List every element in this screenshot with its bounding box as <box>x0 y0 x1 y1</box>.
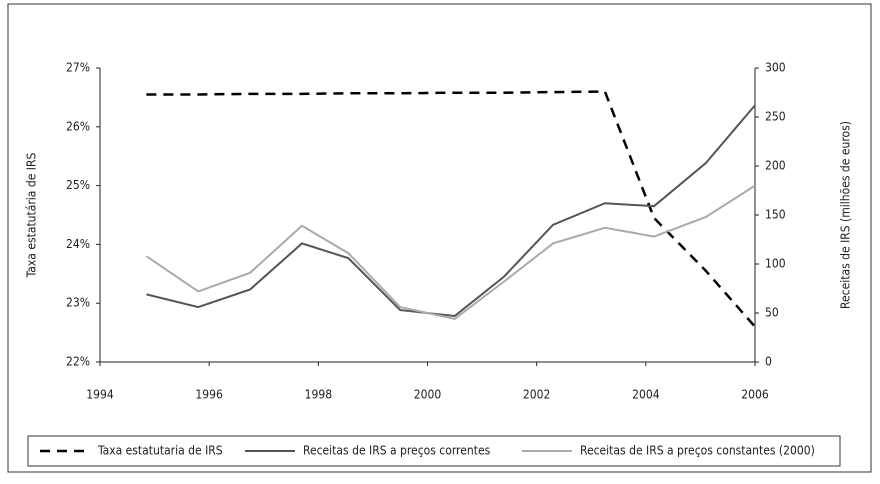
x-tick-label: 2002 <box>523 388 550 402</box>
y2-tick-label: 100 <box>765 257 786 271</box>
y2-tick-label: 250 <box>765 110 786 124</box>
y-tick-label: 27% <box>66 61 90 75</box>
x-tick-label: 2004 <box>632 388 660 402</box>
y-tick-label: 23% <box>66 296 90 310</box>
y2-tick-label: 150 <box>765 208 786 222</box>
x-tick-label: 2000 <box>414 388 442 402</box>
y2-tick-label: 0 <box>765 355 772 369</box>
y-tick-label: 24% <box>66 237 90 251</box>
x-tick-label: 1996 <box>195 388 223 402</box>
series-line <box>146 90 756 328</box>
legend-label: Receitas de IRS a preços constantes (200… <box>580 444 815 458</box>
y-tick-label: 26% <box>66 119 90 133</box>
y2-tick-label: 300 <box>765 61 786 75</box>
x-tick-label: 1994 <box>86 388 114 402</box>
legend-label: Taxa estatutaria de IRS <box>97 444 223 458</box>
legend-label: Receitas de IRS a preços correntes <box>303 444 491 458</box>
y2-axis-label: Receitas de IRS (milhões de euros) <box>839 121 853 309</box>
y-tick-label: 22% <box>66 355 90 369</box>
y2-tick-label: 200 <box>765 159 786 173</box>
series-line <box>146 104 756 317</box>
y-axis-label: Taxa estatutária de IRS <box>25 153 39 279</box>
x-tick-label: 1998 <box>305 388 333 402</box>
frame <box>7 3 872 473</box>
y2-tick-label: 50 <box>765 306 779 320</box>
x-tick-label: 2006 <box>741 388 769 402</box>
y-tick-label: 25% <box>66 178 90 192</box>
series-line <box>145 184 756 320</box>
legend-box <box>27 435 841 467</box>
